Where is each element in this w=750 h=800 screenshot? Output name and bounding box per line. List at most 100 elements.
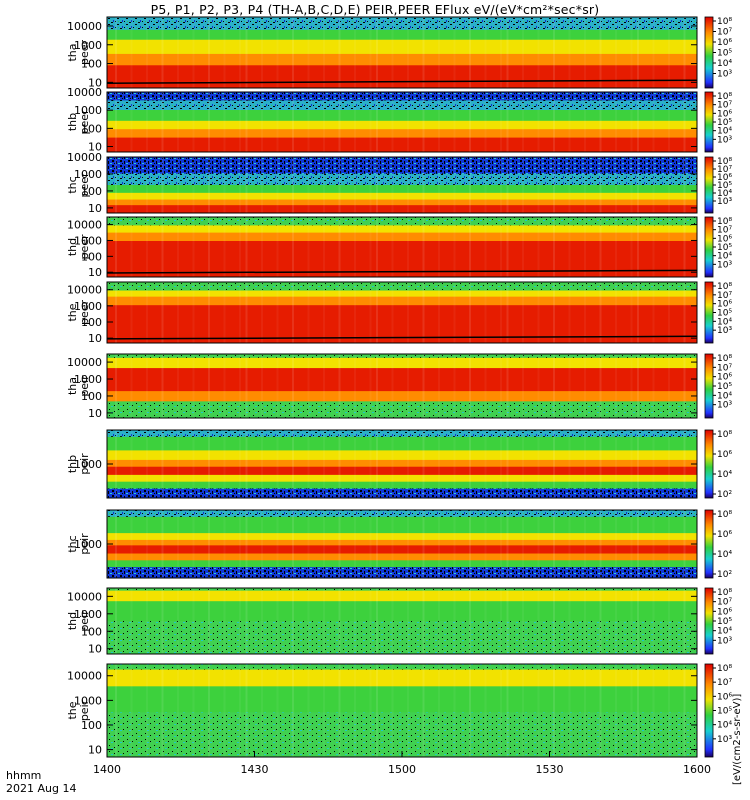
spectrogram-streak	[569, 588, 571, 654]
spectrogram-streak	[323, 282, 325, 343]
spectrogram-streak	[162, 588, 164, 654]
panel-species-label: peir	[78, 610, 91, 632]
colorbar-scale	[705, 217, 713, 277]
colorbar-thb-peer: 10³10⁴10⁵10⁶10⁷10⁸	[705, 92, 732, 152]
spectrogram-streak	[653, 92, 655, 152]
colorbar-tick-label: 10⁸	[717, 217, 732, 227]
spectrogram-streak	[500, 510, 502, 578]
spectrogram-streak	[600, 217, 602, 277]
spectrogram-band	[107, 157, 697, 174]
spectrogram-streak	[308, 157, 310, 213]
spectrogram-streak	[239, 510, 241, 578]
spectrogram-streak	[193, 664, 195, 757]
spectrogram-streak	[370, 664, 372, 757]
spectrogram-streak	[292, 510, 294, 578]
spectrogram-streak	[392, 217, 394, 277]
spectrogram-streak	[354, 157, 356, 213]
spectrogram-streak	[684, 588, 686, 654]
spectrogram-streak	[668, 588, 670, 654]
spectrogram-streak	[162, 157, 164, 213]
panel-thd-peer: 10100100010000thdpeer	[66, 217, 697, 279]
spectrogram-streak	[354, 354, 356, 418]
spectrogram-band	[107, 193, 697, 200]
spectrogram-streak	[438, 354, 440, 418]
spectrogram-band	[107, 460, 697, 467]
spectrogram-streak	[162, 354, 164, 418]
spectrogram-streak	[407, 157, 409, 213]
spectrogram-band	[107, 560, 697, 567]
spectrogram-streak	[668, 157, 670, 213]
spectrogram-streak	[224, 92, 226, 152]
spectrogram-streak	[600, 157, 602, 213]
spectrogram-streak	[407, 217, 409, 277]
spectrogram-streak	[584, 92, 586, 152]
spectrogram-streak	[538, 17, 540, 88]
panel-species-label: peer	[78, 172, 91, 198]
spectrogram-band	[107, 129, 697, 138]
spectrogram-streak	[615, 664, 617, 757]
colorbar-thd-peir: 10³10⁴10⁵10⁶10⁷10⁸	[705, 588, 732, 654]
spectrogram-streak	[423, 157, 425, 213]
colorbar-scale	[705, 92, 713, 152]
spectrogram-streak	[177, 17, 179, 88]
spectrogram-streak	[653, 354, 655, 418]
colorbar-thb-peir: 10²10⁴10⁶10⁸	[705, 430, 732, 500]
spectrogram-streak	[370, 354, 372, 418]
colorbar-tick-label: 10⁸	[717, 664, 732, 674]
spectrogram-streak	[500, 17, 502, 88]
spectrogram-streak	[370, 588, 372, 654]
spectrogram-streak	[131, 588, 133, 654]
colorbar-tick-label: 10⁴	[717, 721, 732, 731]
y-tick-label: 10	[88, 643, 102, 656]
spectrogram-streak	[522, 588, 524, 654]
spectrogram-streak	[339, 354, 341, 418]
colorbar-tick-label: 10³	[717, 135, 732, 145]
colorbar-tick-label: 10⁸	[717, 430, 732, 440]
spectrogram-streak	[224, 588, 226, 654]
spectrogram-streak	[500, 354, 502, 418]
spectrogram-streak	[277, 157, 279, 213]
spectrogram-streak	[261, 217, 263, 277]
spectrogram-streak	[131, 282, 133, 343]
spectrogram-streak	[454, 588, 456, 654]
spectrogram-streak	[454, 510, 456, 578]
y-tick-label: 10000	[67, 590, 102, 603]
panel-label: thcpeer	[66, 172, 91, 198]
spectrogram-streak	[500, 430, 502, 498]
spectrogram-streak	[553, 282, 555, 343]
colorbar-scale	[705, 588, 713, 654]
spectrogram-streak	[239, 217, 241, 277]
spectrogram-streak	[376, 157, 378, 213]
spectrogram-streak	[131, 92, 133, 152]
spectrogram-streak	[370, 157, 372, 213]
spectrogram-streak	[637, 92, 639, 152]
spectrogram-streak	[584, 157, 586, 213]
spectrogram-streak	[469, 17, 471, 88]
spectrogram-streak	[637, 510, 639, 578]
spectrogram-streak	[569, 282, 571, 343]
spectrogram-streak	[507, 282, 509, 343]
spectrogram-streak	[370, 510, 372, 578]
spectrogram-streak	[668, 510, 670, 578]
spectrogram-streak	[553, 17, 555, 88]
spectrogram-streak	[469, 510, 471, 578]
spectrogram-streak	[407, 354, 409, 418]
spectrogram-panels: 10100100010000thapeer10100100010000thbpe…	[66, 17, 697, 758]
spectrogram-streak	[500, 157, 502, 213]
spectrogram-band	[107, 517, 697, 534]
spectrogram-streak	[485, 430, 487, 498]
spectrogram-streak	[584, 430, 586, 498]
spectrogram-streak	[454, 17, 456, 88]
spectrogram-streak	[615, 217, 617, 277]
spectrogram-streak	[277, 354, 279, 418]
colorbar-tick-label: 10²	[717, 570, 732, 580]
spectrogram-streak	[261, 664, 263, 757]
colorbar-tick-label: 10³	[717, 70, 732, 80]
spectrogram-streak	[261, 354, 263, 418]
spectrogram-streak	[553, 664, 555, 757]
spectrogram-streak	[162, 282, 164, 343]
colorbar-tick-label: 10⁴	[717, 317, 732, 327]
spectrogram-streak	[631, 217, 633, 277]
spectrogram-streak	[469, 664, 471, 757]
